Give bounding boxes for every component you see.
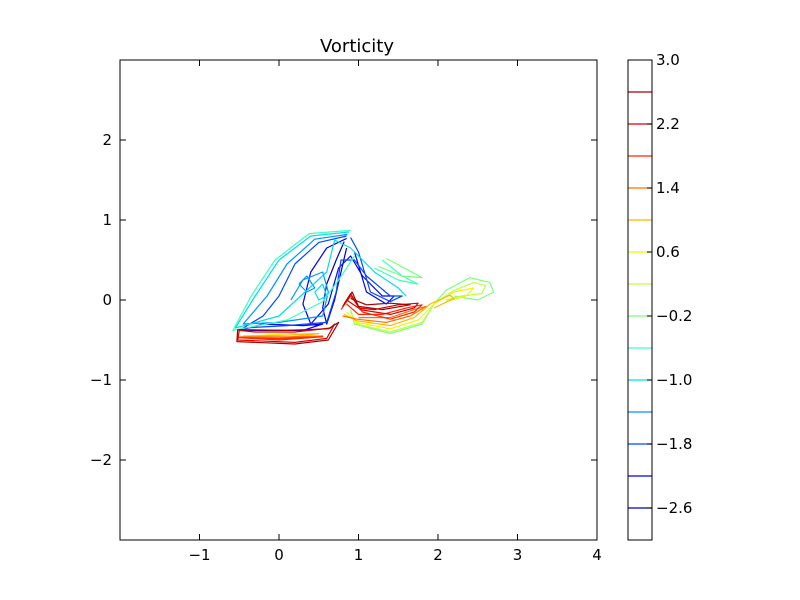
contour-level-4-curve-1 <box>314 283 328 301</box>
x-axis-ticks: −1 0 1 2 3 4 <box>188 60 602 564</box>
x-tick-label: 1 <box>354 546 364 564</box>
contour-level-8-curve-0 <box>346 287 475 330</box>
contour-level-10-curve-0 <box>342 305 427 323</box>
colorbar-tick-label: 3.0 <box>656 51 680 69</box>
contour-level-11-curve-1 <box>237 336 324 341</box>
contour-level-5-curve-0 <box>232 229 356 331</box>
colorbar-tick-label: 2.2 <box>656 115 680 133</box>
contour-lines <box>232 229 495 345</box>
colorbar-tick-label: −1.0 <box>656 371 692 389</box>
contour-level-3-curve-0 <box>242 233 348 325</box>
y-tick-label: 2 <box>102 131 112 149</box>
contour-level-5-curve-1 <box>374 259 419 285</box>
x-tick-label: 0 <box>274 546 284 564</box>
contour-level-3-curve-1 <box>298 275 316 293</box>
colorbar-tick-label: −0.2 <box>656 307 692 325</box>
colorbar-tick-label: −1.8 <box>656 435 692 453</box>
contour-level-9-curve-0 <box>343 294 455 327</box>
contour-level-0-curve-0 <box>322 241 348 325</box>
contour-level-6-curve-0 <box>378 257 423 279</box>
contour-level-7-curve-0 <box>350 281 487 333</box>
y-tick-label: 1 <box>102 211 112 229</box>
colorbar-tick-label: 1.4 <box>656 179 680 197</box>
contour-level-12-curve-1 <box>237 323 336 343</box>
contour-level-13-curve-0 <box>343 291 411 311</box>
y-tick-label: −1 <box>90 371 112 389</box>
colorbar-frame <box>627 59 653 541</box>
contour-level-2-curve-0 <box>242 235 403 329</box>
y-tick-label: 0 <box>102 291 112 309</box>
plot-area: −1 0 1 2 3 4 −2 −1 0 1 2 <box>90 59 602 564</box>
contour-level-4-curve-0 <box>234 231 407 329</box>
x-tick-label: 4 <box>592 546 602 564</box>
y-tick-label: −2 <box>90 451 112 469</box>
colorbar-ticks: 3.0 2.2 1.4 0.6 −0.2 −1.0 −1.8 −2.6 <box>647 51 692 517</box>
x-tick-label: 2 <box>433 546 443 564</box>
y-axis-ticks: −2 −1 0 1 2 <box>90 131 597 469</box>
contour-level-6-curve-1 <box>350 277 495 335</box>
colorbar-tick-label: −2.6 <box>656 499 692 517</box>
chart-title: Vorticity <box>320 36 394 57</box>
contour-level-12-curve-0 <box>342 293 419 315</box>
contour-level-13-curve-1 <box>236 321 340 345</box>
colorbar: 3.0 2.2 1.4 0.6 −0.2 −1.0 −1.8 −2.6 <box>627 51 692 541</box>
x-tick-label: 3 <box>513 546 523 564</box>
colorbar-tick-label: 0.6 <box>656 243 680 261</box>
x-tick-label: −1 <box>188 546 210 564</box>
